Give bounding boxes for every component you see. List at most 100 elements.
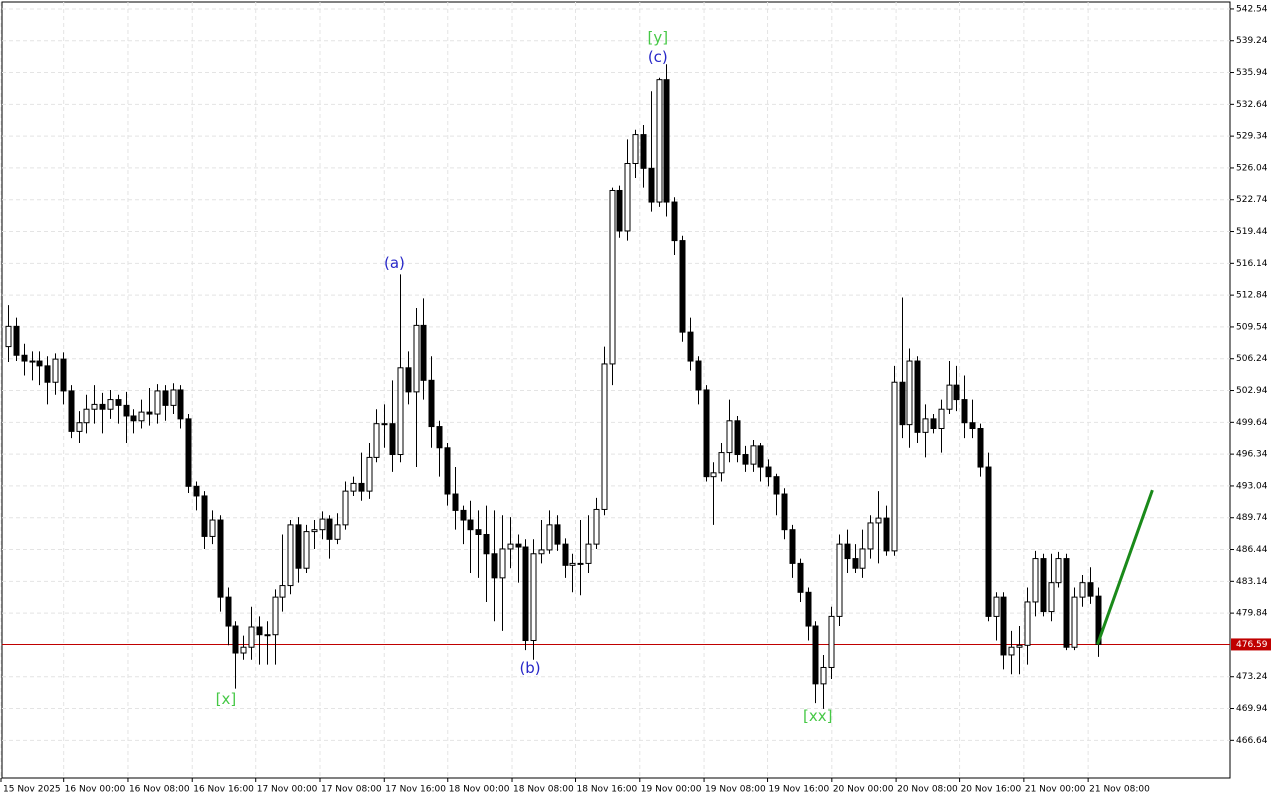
y-tick-label: 493.04	[1236, 481, 1268, 491]
candle-body	[99, 403, 106, 410]
candle-body	[718, 452, 725, 474]
candle-body	[577, 562, 584, 565]
x-tick-label: 16 Nov 16:00	[193, 785, 254, 795]
candle-body	[585, 543, 592, 564]
candle-body	[279, 585, 286, 598]
candle-body	[303, 531, 310, 569]
x-tick-label: 20 Nov 08:00	[897, 785, 958, 795]
x-tick-label: 21 Nov 00:00	[1025, 785, 1086, 795]
candle-body	[867, 522, 874, 550]
candle-body	[538, 549, 545, 555]
x-tick-label: 20 Nov 00:00	[833, 785, 894, 795]
candle-body	[29, 360, 36, 363]
y-tick-label: 486.44	[1236, 545, 1268, 555]
candle-body	[491, 553, 498, 579]
x-tick-label: 18 Nov 16:00	[577, 785, 638, 795]
x-tick-label: 18 Nov 00:00	[449, 785, 510, 795]
x-tick-label: 17 Nov 00:00	[257, 785, 318, 795]
candle-body	[76, 422, 83, 432]
candle-body	[624, 163, 631, 232]
candle-body	[1071, 596, 1078, 648]
y-tick-label: 483.14	[1236, 577, 1268, 587]
candle-body	[805, 591, 812, 627]
candle-body	[44, 365, 51, 383]
candle-body	[240, 646, 247, 654]
candle-body	[36, 360, 43, 367]
candle-body	[742, 454, 749, 465]
candle-body	[530, 553, 537, 641]
candle-body	[225, 596, 232, 627]
y-tick-label: 506.24	[1236, 354, 1268, 364]
candle-body	[13, 325, 20, 356]
candle-body	[467, 519, 474, 531]
candle-body	[248, 626, 255, 648]
y-tick-label: 542.54	[1236, 4, 1268, 14]
y-tick-label: 539.24	[1236, 36, 1268, 46]
candle-body	[209, 519, 216, 537]
candle-body	[334, 524, 341, 540]
candle-body	[420, 324, 427, 381]
y-tick-label: 499.64	[1236, 418, 1268, 428]
candle-body	[781, 493, 788, 531]
candle-body	[444, 447, 451, 495]
candle-body	[648, 167, 655, 203]
candle-body	[562, 543, 569, 566]
candle-body	[21, 354, 28, 362]
candle-body	[1063, 558, 1070, 648]
plot-frame	[1, 1, 1231, 779]
candle-body	[170, 389, 177, 406]
candle-body	[789, 529, 796, 564]
wave-label: (c)	[648, 48, 668, 66]
x-tick-label: 21 Nov 08:00	[1089, 785, 1150, 795]
forecast-line	[1096, 489, 1154, 645]
y-tick-label: 496.34	[1236, 450, 1268, 460]
candle-body	[938, 408, 945, 429]
y-tick-label: 522.74	[1236, 195, 1268, 205]
y-tick-label: 532.64	[1236, 100, 1268, 110]
candle-body	[295, 524, 302, 569]
candle-body	[1008, 646, 1015, 656]
candle-body	[812, 625, 819, 685]
y-tick-label: 535.94	[1236, 68, 1268, 78]
candle-body	[515, 543, 522, 548]
candle-body	[687, 331, 694, 362]
candle-body	[875, 517, 882, 524]
candle-body	[232, 625, 239, 654]
candle-body	[1016, 644, 1023, 648]
candle-body	[640, 134, 647, 169]
x-tick-label: 16 Nov 00:00	[65, 785, 126, 795]
candle-body	[350, 482, 357, 492]
candle-body	[906, 360, 913, 426]
candle-body	[710, 472, 717, 478]
candle-body	[993, 596, 1000, 617]
candle-body	[1032, 558, 1039, 603]
candle-body	[319, 518, 326, 531]
last-price-box	[1231, 638, 1271, 651]
candle-body	[1079, 582, 1086, 598]
candle-body	[452, 493, 459, 511]
candle-body	[68, 390, 75, 432]
candle-body	[914, 360, 921, 433]
wave-label: [y]	[648, 29, 669, 47]
candle-body	[256, 626, 263, 636]
candle-body	[820, 666, 827, 685]
candle-body	[483, 533, 490, 555]
x-tick-label: 17 Nov 08:00	[321, 785, 382, 795]
wave-label: (a)	[384, 254, 405, 272]
candle-body	[460, 509, 467, 521]
x-tick-label: 19 Nov 00:00	[641, 785, 702, 795]
candle-body	[977, 427, 984, 468]
candle-body	[883, 517, 890, 552]
candle-body	[663, 79, 670, 203]
candle-body	[671, 201, 678, 242]
candle-body	[193, 485, 200, 497]
candle-body	[217, 519, 224, 598]
candle-body	[828, 615, 835, 668]
candle-body	[1055, 558, 1062, 584]
candle-body	[60, 358, 67, 392]
candle-body	[522, 546, 529, 641]
candle-body	[569, 562, 576, 566]
candle-body	[844, 543, 851, 560]
